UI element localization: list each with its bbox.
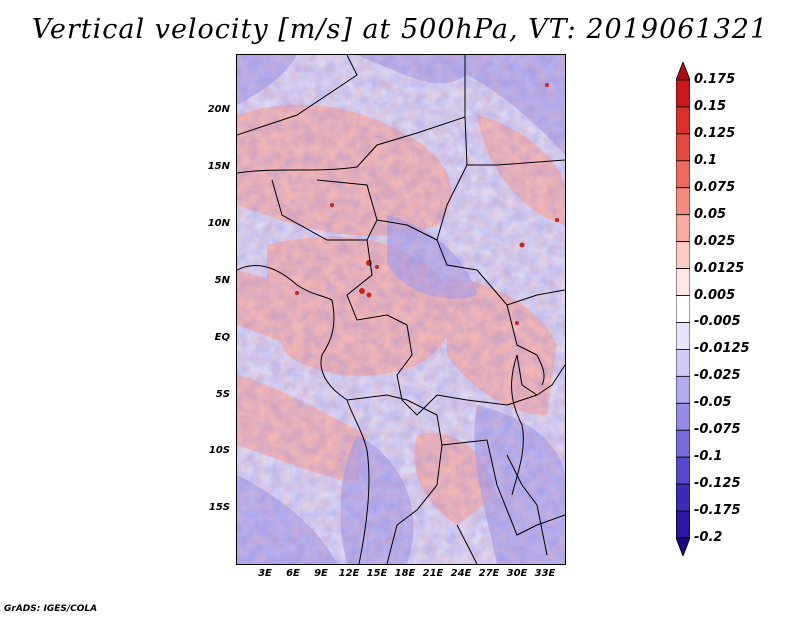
colorbar-tick-label: -0.025: [694, 368, 741, 384]
colorbar-cell: [676, 456, 690, 485]
lon-label-12e: 12E: [338, 568, 360, 579]
colorbar-cell: [676, 187, 690, 216]
colorbar-cell: [676, 268, 690, 296]
colorbar-cell: [676, 79, 690, 108]
colorbar-tick-label: 0.125: [694, 125, 736, 141]
lon-label-33e: 33E: [534, 568, 556, 579]
colorbar-cell: [676, 214, 690, 243]
lon-label-21e: 21E: [422, 568, 444, 579]
colorbar-tick-label: -0.1: [694, 449, 723, 465]
colorbar-cell: [676, 483, 690, 512]
colorbar-tick-label: -0.125: [694, 476, 741, 492]
colorbar-cell: [676, 429, 690, 458]
lat-label-15s: 15S: [208, 502, 230, 513]
colorbar-tick-label: -0.05: [694, 395, 732, 411]
colorbar-tick-label: 0.0125: [694, 260, 745, 276]
lat-label-15n: 15N: [207, 161, 230, 172]
lon-label-30e: 30E: [506, 568, 528, 579]
colorbar-tick-label: -0.2: [694, 530, 723, 545]
lon-label-24e: 24E: [450, 568, 472, 579]
colorbar-tick-label: 0.025: [694, 233, 736, 249]
colorbar: [676, 62, 690, 556]
colorbar-cell: [676, 375, 690, 404]
lon-label-18e: 18E: [394, 568, 416, 579]
colorbar-cell: [676, 106, 690, 135]
colorbar-tick-label: -0.0125: [694, 341, 750, 357]
lon-label-27e: 27E: [478, 568, 500, 579]
lat-label-eq: EQ: [214, 332, 230, 343]
lat-label-20n: 20N: [207, 104, 230, 115]
colorbar-tick-label: 0.175: [694, 72, 736, 87]
colorbar-cell: [676, 537, 690, 556]
colorbar-tick-label: 0.075: [694, 179, 736, 195]
chart-title: Vertical velocity [m/s] at 500hPa, VT: 2…: [31, 14, 769, 45]
colorbar-cell: [676, 295, 690, 323]
colorbar-tick-label: -0.175: [694, 503, 741, 519]
lat-label-10s: 10S: [208, 445, 230, 456]
lon-label-3e: 3E: [258, 568, 272, 579]
colorbar-tick-label: -0.005: [694, 314, 741, 330]
vertical-velocity-field: [237, 55, 565, 564]
colorbar-tick-label: 0.005: [694, 287, 736, 303]
lat-label-5n: 5N: [214, 275, 230, 286]
lon-label-6e: 6E: [286, 568, 300, 579]
lat-label-10n: 10N: [207, 218, 230, 229]
lon-label-9e: 9E: [314, 568, 328, 579]
map-panel: [236, 54, 566, 565]
colorbar-cell: [676, 349, 690, 377]
colorbar-cell: [676, 241, 690, 269]
colorbar-cell: [676, 510, 690, 539]
colorbar-cell: [676, 62, 690, 81]
colorbar-tick-label: -0.075: [694, 422, 741, 438]
colorbar-tick-label: 0.15: [694, 98, 727, 114]
colorbar-cell: [676, 322, 690, 350]
colorbar-tick-label: 0.1: [694, 152, 718, 168]
colorbar-cell: [676, 160, 690, 189]
lat-label-5s: 5S: [215, 389, 230, 400]
boundaries: [237, 55, 565, 564]
lon-label-15e: 15E: [366, 568, 388, 579]
grads-credit: GrADS: IGES/COLA: [4, 604, 98, 614]
colorbar-cell: [676, 133, 690, 162]
colorbar-cell: [676, 402, 690, 431]
ascent-texture: [237, 55, 565, 564]
colorbar-tick-label: 0.05: [694, 206, 727, 222]
